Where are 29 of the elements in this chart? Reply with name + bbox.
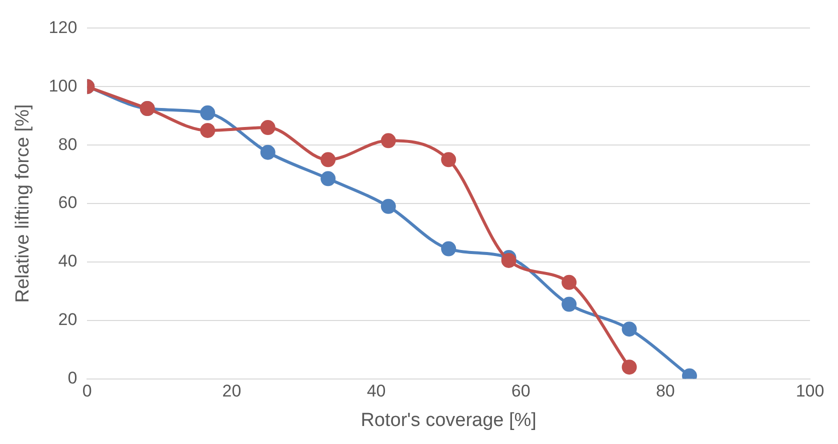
point (260, 144, 276, 160)
point (260, 120, 276, 136)
point (380, 198, 396, 214)
point (562, 274, 577, 290)
x-axis-title: Rotor's coverage [%] (360, 410, 536, 431)
x-tick-label: 40 (366, 382, 386, 401)
y-tick-label: 120 (48, 18, 78, 37)
x-tick-label: 100 (796, 382, 824, 401)
point (320, 152, 336, 168)
point (200, 122, 216, 138)
x-tick-label: 0 (82, 382, 92, 401)
y-tick-label: 60 (58, 193, 78, 212)
x-tick-label: 60 (511, 382, 530, 401)
point (441, 241, 456, 256)
point (200, 105, 216, 120)
point (622, 360, 637, 375)
point (320, 171, 336, 186)
point (622, 322, 637, 337)
y-tick-label: 20 (58, 310, 78, 330)
y-tick-label: 80 (58, 134, 78, 154)
y-axis-title: Relative lifting force [%] (12, 104, 34, 303)
x-tick-label: 80 (656, 382, 675, 401)
point (380, 133, 396, 148)
y-tick-label: 40 (58, 252, 78, 271)
point (441, 152, 456, 168)
x-tick-label: 20 (222, 382, 242, 401)
point (562, 296, 577, 312)
y-tick-label: 0 (68, 368, 78, 388)
y-tick-label: 100 (48, 76, 78, 96)
